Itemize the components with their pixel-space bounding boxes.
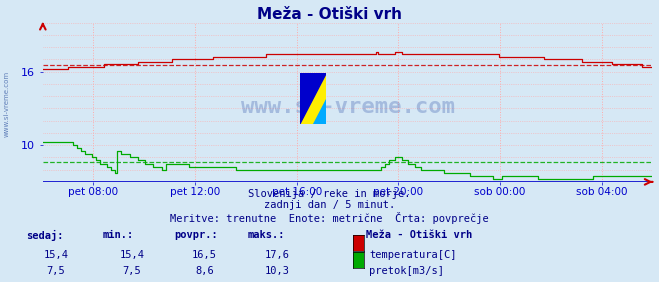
Text: povpr.:: povpr.: [175,230,218,240]
Text: www.si-vreme.com: www.si-vreme.com [3,71,10,137]
Polygon shape [300,73,326,124]
Polygon shape [300,73,326,124]
Text: 15,4: 15,4 [43,250,69,259]
Text: Meža - Otiški vrh: Meža - Otiški vrh [366,230,472,240]
Text: sedaj:: sedaj: [26,230,64,241]
Text: 7,5: 7,5 [123,266,141,276]
Text: temperatura[C]: temperatura[C] [369,250,457,259]
Text: Meritve: trenutne  Enote: metrične  Črta: povprečje: Meritve: trenutne Enote: metrične Črta: … [170,212,489,224]
Text: min.:: min.: [102,230,133,240]
Text: 7,5: 7,5 [47,266,65,276]
Text: zadnji dan / 5 minut.: zadnji dan / 5 minut. [264,200,395,210]
Text: 17,6: 17,6 [264,250,289,259]
Text: 15,4: 15,4 [119,250,144,259]
Text: pretok[m3/s]: pretok[m3/s] [369,266,444,276]
Text: 10,3: 10,3 [264,266,289,276]
Text: maks.:: maks.: [247,230,285,240]
Text: Slovenija / reke in morje.: Slovenija / reke in morje. [248,189,411,199]
Polygon shape [313,99,326,124]
Text: www.si-vreme.com: www.si-vreme.com [241,97,455,117]
Text: 8,6: 8,6 [195,266,214,276]
Text: Meža - Otiški vrh: Meža - Otiški vrh [257,7,402,22]
Text: 16,5: 16,5 [192,250,217,259]
